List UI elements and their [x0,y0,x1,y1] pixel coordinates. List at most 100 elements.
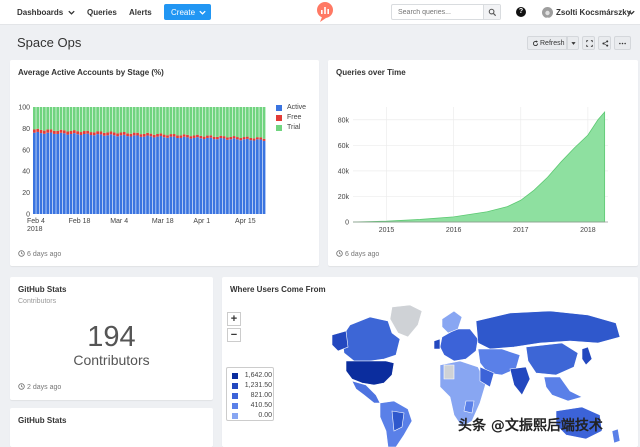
scale-value: 821.00 [250,392,272,399]
updated-text: 6 days ago [27,251,62,258]
chevron-down-icon[interactable] [67,8,76,17]
bar-trial [189,107,193,137]
bar-free [82,131,86,135]
world-map[interactable] [330,303,630,447]
bar-free [246,136,249,139]
bar-free [162,134,166,138]
bar-free [99,131,103,135]
bar-free [86,130,89,134]
y-tick-label: 40k [338,168,350,175]
bar-trial [39,107,43,130]
bar-trial [216,107,219,137]
refresh-options-button[interactable] [567,36,579,50]
widget-title[interactable]: GitHub Stats [18,285,67,294]
bar-active [59,132,63,214]
bar-free [52,130,56,134]
bar-trial [196,107,199,135]
bar-trial [62,107,66,131]
help-icon[interactable]: ? [516,7,526,17]
bar-trial [239,107,243,139]
bar-active [152,137,156,214]
bar-trial [242,107,246,138]
create-button[interactable]: Create [164,4,211,20]
app-logo-icon[interactable] [316,2,334,22]
widget-active-accounts: Average Active Accounts by Stage (%) 0 20… [10,60,319,266]
widget-title[interactable]: Average Active Accounts by Stage (%) [18,68,164,77]
bar-trial [156,107,159,135]
bar-free [39,129,43,134]
bar-trial [109,107,113,132]
bar-trial [222,107,226,137]
zoom-in-button[interactable]: + [227,312,241,326]
bar-trial [59,107,63,130]
bar-active [89,135,93,214]
bar-trial [202,107,206,137]
x-tick-label: Feb 4 [27,218,45,225]
refresh-button[interactable]: Refresh [527,36,567,50]
bar-trial [106,107,109,133]
fullscreen-icon [586,40,593,47]
bar-trial [99,107,103,132]
bar-active [236,139,239,214]
bar-active [199,138,203,214]
refresh-icon [532,40,539,47]
bar-trial [142,107,146,134]
nav-alerts[interactable]: Alerts [129,8,152,17]
bar-trial [249,107,253,138]
bar-free [106,132,109,136]
bar-free [79,132,83,136]
user-menu-chevron-icon[interactable] [627,8,636,17]
zoom-out-button[interactable]: − [227,328,241,342]
nav-dashboards[interactable]: Dashboards [17,8,64,17]
bar-free [202,136,206,140]
bar-active [136,135,139,214]
bar-active [192,137,196,214]
scale-row: 821.00 [232,392,272,401]
bar-trial [176,107,179,136]
bar-trial [76,107,80,132]
y-tick-label: 20k [338,194,350,201]
bar-trial [49,107,53,130]
bar-free [239,138,243,141]
y-tick-label: 80 [22,126,30,133]
bar-free [196,134,199,138]
scale-row: 1,231.50 [232,382,272,391]
widget-title[interactable]: Where Users Come From [230,285,326,294]
bar-free [89,132,93,136]
ellipsis-icon [619,42,626,45]
bar-trial [86,107,89,131]
avatar[interactable] [542,7,553,18]
bar-active [212,139,216,214]
bar-active [102,135,106,214]
bar-free [186,134,189,138]
bar-active [76,134,80,214]
y-tick-label: 20 [22,190,30,197]
more-options-button[interactable] [614,36,631,50]
legend-label: Free [287,114,302,121]
bar-active [206,137,209,214]
bar-active [189,138,193,214]
nav-queries[interactable]: Queries [87,8,117,17]
bar-trial [232,107,236,137]
bar-trial [229,107,233,137]
widget-title[interactable]: GitHub Stats [18,416,67,425]
bar-active [92,135,96,214]
search-input[interactable] [392,5,484,19]
widget-updated: 6 days ago [18,250,61,258]
clock-icon [18,383,25,390]
page-title: Space Ops [17,35,82,50]
share-button[interactable] [598,36,611,50]
widget-title[interactable]: Queries over Time [336,68,406,77]
map-color-scale: 1,642.00 1,231.50 821.00 410.50 0.00 [226,367,274,421]
bar-free [182,134,186,137]
widget-github-stats-2: GitHub Stats [10,408,213,447]
bar-active [42,133,46,214]
bar-trial [146,107,149,133]
scale-swatch [232,393,238,399]
bar-trial [172,107,176,135]
search-button[interactable] [483,5,500,19]
bar-trial [42,107,46,131]
fullscreen-button[interactable] [582,36,595,50]
bar-trial [192,107,196,136]
user-name[interactable]: Zsolti Kocsmárszky [556,8,632,17]
